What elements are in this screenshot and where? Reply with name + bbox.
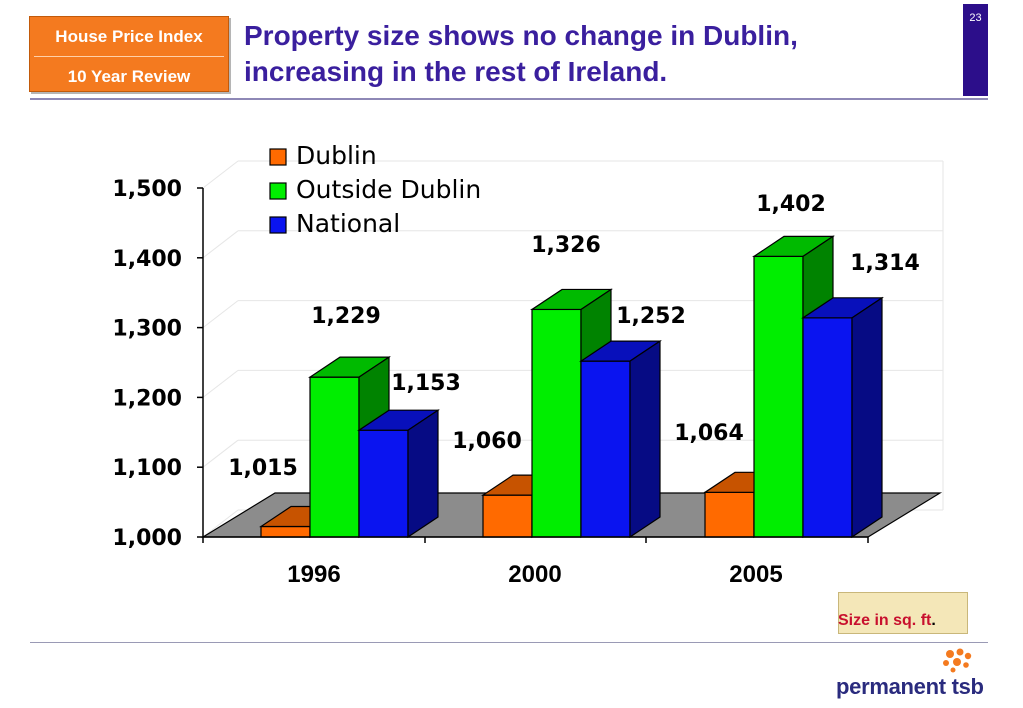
slide-title-line1: Property size shows no change in Dublin, xyxy=(244,20,798,51)
data-label: 1,060 xyxy=(452,429,522,454)
bar-side xyxy=(851,296,883,539)
gridline-depth xyxy=(202,230,239,259)
brand-name: permanent tsb xyxy=(836,674,984,699)
bar-front xyxy=(580,360,631,538)
legend-swatch xyxy=(269,148,287,166)
bar-chart: 1,015 1,229 1,153 1,060 1,326 1,252 1,064 1,402… xyxy=(112,141,944,588)
x-tick-labels: 1996 2000 2005 xyxy=(202,537,869,588)
y-tick-label: 1,200 xyxy=(112,386,182,411)
bar-side xyxy=(629,339,661,539)
legend-item: Dublin xyxy=(269,141,377,170)
gridline-depth xyxy=(202,509,239,538)
bar xyxy=(579,339,662,539)
slide-title-line2: increasing in the rest of Ireland. xyxy=(244,56,668,87)
bar-front xyxy=(260,525,311,538)
legend-swatch xyxy=(269,182,287,200)
data-label: 1,064 xyxy=(674,421,744,446)
badge-divider xyxy=(34,56,224,57)
bar xyxy=(357,409,440,539)
unit-note: Size in sq. ft. xyxy=(838,612,936,630)
unit-note-period: . xyxy=(931,612,936,629)
bar-front xyxy=(802,317,853,538)
bars xyxy=(259,235,884,539)
y-tick-labels: 1,000 1,100 1,200 1,300 1,400 1,500 xyxy=(112,177,203,551)
page-number-bar xyxy=(963,4,988,96)
bar-front xyxy=(358,429,409,538)
bar-front xyxy=(309,376,360,538)
report-badge: House Price Index 10 Year Review xyxy=(29,16,229,92)
gridline-depth xyxy=(202,160,239,189)
gridline-depth xyxy=(202,439,239,468)
legend-label: Outside Dublin xyxy=(296,175,481,204)
x-tick-label: 1996 xyxy=(287,561,340,588)
slide-title: Property size shows no change in Dublin,… xyxy=(244,18,944,90)
legend-item: National xyxy=(269,209,400,238)
x-tick-label: 2005 xyxy=(729,561,782,588)
badge-title: House Price Index xyxy=(55,27,203,46)
page-number: 23 xyxy=(969,12,982,24)
legend-label: National xyxy=(296,209,400,238)
data-label: 1,314 xyxy=(850,251,920,276)
bar xyxy=(801,296,884,539)
chart-legend: Dublin Outside Dublin National xyxy=(269,141,481,238)
data-label: 1,252 xyxy=(616,304,686,329)
footer-divider xyxy=(30,642,988,643)
bar-front xyxy=(753,255,804,538)
legend-swatch xyxy=(269,216,287,234)
data-labels: 1,015 1,229 1,153 1,060 1,326 1,252 1,064 1,402… xyxy=(228,192,920,481)
bar-front xyxy=(482,494,533,538)
badge-subtitle: 10 Year Review xyxy=(67,67,191,86)
x-tick-label: 2000 xyxy=(508,561,561,588)
brand-logo-icon xyxy=(943,648,972,673)
gridline-depth xyxy=(202,300,239,328)
y-tick-label: 1,400 xyxy=(112,247,182,272)
data-label: 1,229 xyxy=(311,304,381,329)
y-tick-label: 1,500 xyxy=(112,177,182,202)
y-tick-label: 1,100 xyxy=(112,456,182,481)
data-label: 1,153 xyxy=(391,371,461,396)
bar-front xyxy=(531,308,582,538)
gridline-depth xyxy=(202,370,239,398)
bar-side xyxy=(407,409,439,539)
data-label: 1,326 xyxy=(531,233,601,258)
title-divider xyxy=(30,98,988,100)
unit-note-box xyxy=(838,592,968,634)
unit-note-text: Size in sq. ft xyxy=(838,612,932,629)
data-label: 1,015 xyxy=(228,456,298,481)
y-tick-label: 1,000 xyxy=(112,526,182,551)
data-label: 1,402 xyxy=(756,192,826,217)
legend-label: Dublin xyxy=(296,141,377,170)
y-tick-label: 1,300 xyxy=(112,317,182,342)
bar-front xyxy=(704,491,755,538)
legend-item: Outside Dublin xyxy=(269,175,481,204)
